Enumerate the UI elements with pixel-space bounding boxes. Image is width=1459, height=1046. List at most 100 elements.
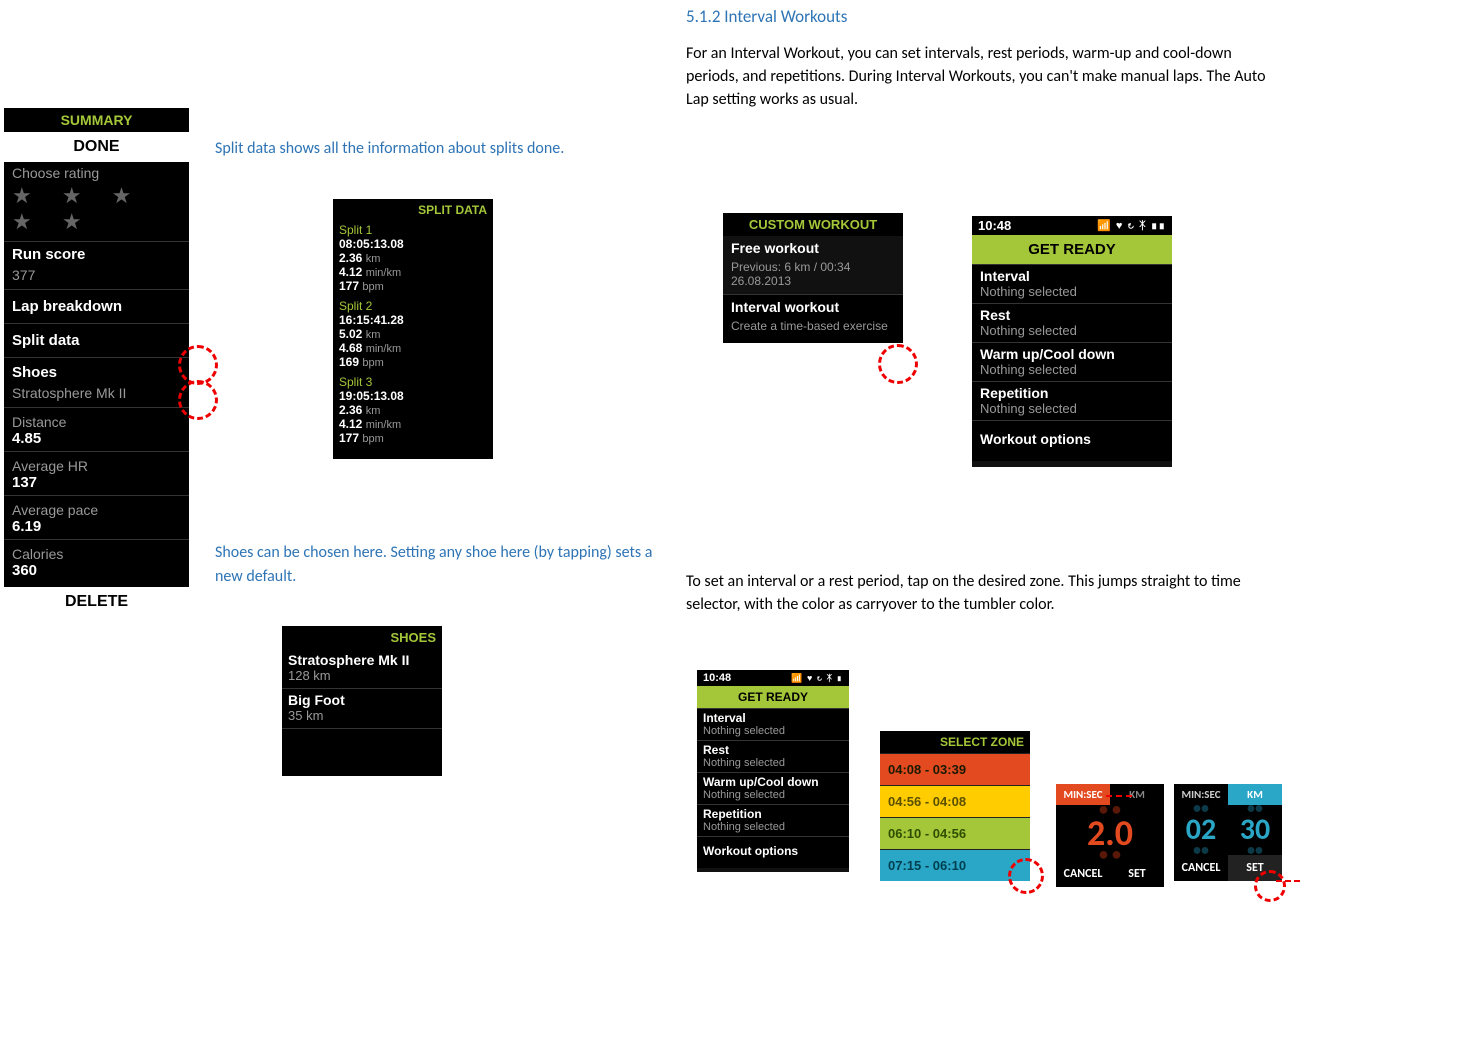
caption-shoes: Shoes can be chosen here. Setting any sh… xyxy=(215,541,665,589)
highlight-circle xyxy=(178,345,218,385)
lap-breakdown[interactable]: Lap breakdown xyxy=(4,290,189,323)
run-score-value: 377 xyxy=(4,267,189,289)
option-row[interactable]: Warm up/Cool downNothing selected xyxy=(972,342,1172,381)
cancel-button[interactable]: CANCEL xyxy=(1174,855,1228,881)
highlight-circle xyxy=(878,344,918,384)
free-workout-title[interactable]: Free workout xyxy=(723,236,903,260)
highlight-dash xyxy=(1106,795,1132,797)
shoes-value[interactable]: Stratosphere Mk II xyxy=(4,385,189,407)
shoes-phone: SHOES Stratosphere Mk II128 kmBig Foot35… xyxy=(282,626,442,776)
interval-workout-title[interactable]: Interval workout xyxy=(723,295,903,319)
getready-title: GET READY xyxy=(972,235,1172,264)
tumbler-km: MIN:SEC KM •• •• 02 30 •• •• CANCEL SET xyxy=(1174,784,1282,881)
split-block[interactable]: Split 216:15:41.285.02 km4.68 min/km169 … xyxy=(333,297,493,373)
highlight-dash xyxy=(1276,880,1300,882)
avg-hr-label: Average HR xyxy=(4,452,189,474)
split-hr: 177 bpm xyxy=(333,431,493,449)
option-label: Warm up/Cool down xyxy=(972,343,1172,362)
calories-label: Calories xyxy=(4,540,189,562)
cancel-button[interactable]: CANCEL xyxy=(1056,861,1110,887)
avg-hr-value: 137 xyxy=(4,474,189,495)
getready-large-phone: 10:48 📶 ♥ ↻ ᛡ ▮▮ GET READY IntervalNothi… xyxy=(972,216,1172,467)
option-label: Interval xyxy=(697,709,849,725)
workout-options[interactable]: Workout options xyxy=(697,837,849,868)
split-pace: 4.12 min/km xyxy=(333,417,493,431)
shoe-item[interactable]: Big Foot35 km xyxy=(282,689,442,729)
highlight-circle xyxy=(1254,870,1286,902)
shoe-name: Big Foot xyxy=(282,689,442,708)
zone-row[interactable]: 04:56 - 04:08 xyxy=(880,785,1030,817)
shoe-item[interactable]: Stratosphere Mk II128 km xyxy=(282,649,442,689)
option-row[interactable]: RepetitionNothing selected xyxy=(697,804,849,836)
split-distance: 5.02 km xyxy=(333,327,493,341)
custom-workout-header: CUSTOM WORKOUT xyxy=(723,213,903,236)
run-score-label: Run score xyxy=(4,242,189,267)
getready-title: GET READY xyxy=(697,686,849,708)
option-value: Nothing selected xyxy=(697,725,849,740)
caption-split: Split data shows all the information abo… xyxy=(215,137,665,161)
avg-pace-label: Average pace xyxy=(4,496,189,518)
split-time: 08:05:13.08 xyxy=(333,237,493,251)
shoes-header: SHOES xyxy=(282,626,442,649)
option-value: Nothing selected xyxy=(697,821,849,836)
status-time: 10:48 xyxy=(703,672,731,684)
option-row[interactable]: IntervalNothing selected xyxy=(697,708,849,740)
option-value: Nothing selected xyxy=(697,757,849,772)
option-value: Nothing selected xyxy=(972,401,1172,420)
distance-value: 4.85 xyxy=(4,430,189,451)
split-name: Split 3 xyxy=(333,373,493,389)
workout-options[interactable]: Workout options xyxy=(972,421,1172,461)
set-button[interactable]: SET xyxy=(1110,861,1164,887)
status-icons: 📶 ♥ ↻ ᛡ ▮ xyxy=(791,673,843,684)
avg-pace-value: 6.19 xyxy=(4,518,189,539)
summary-header: SUMMARY xyxy=(4,108,189,132)
split-time: 19:05:13.08 xyxy=(333,389,493,403)
getready-small-phone: 10:48 📶 ♥ ↻ ᛡ ▮ GET READY IntervalNothin… xyxy=(697,670,849,872)
splitdata-header: SPLIT DATA xyxy=(333,199,493,221)
splitdata-phone: SPLIT DATA Split 108:05:13.082.36 km4.12… xyxy=(333,199,493,459)
free-workout-date: 26.08.2013 xyxy=(723,274,903,294)
distance-label: Distance xyxy=(4,408,189,430)
done-button[interactable]: DONE xyxy=(4,132,189,162)
split-block[interactable]: Split 108:05:13.082.36 km4.12 min/km177 … xyxy=(333,221,493,297)
tumbler-minsec: MIN:SEC KM • • 2.0 • • CANCEL SET xyxy=(1056,784,1164,887)
split-hr: 177 bpm xyxy=(333,279,493,297)
option-row[interactable]: RestNothing selected xyxy=(697,740,849,772)
intro-paragraph: For an Interval Workout, you can set int… xyxy=(686,42,1286,112)
option-row[interactable]: IntervalNothing selected xyxy=(972,264,1172,303)
calories-value: 360 xyxy=(4,562,189,583)
option-label: Interval xyxy=(972,265,1172,284)
status-bar: 10:48 📶 ♥ ↻ ᛡ ▮▮ xyxy=(972,216,1172,235)
split-block[interactable]: Split 319:05:13.082.36 km4.12 min/km177 … xyxy=(333,373,493,449)
summary-phone: SUMMARY DONE Choose rating ★ ★ ★ ★ ★ Run… xyxy=(4,108,189,617)
split-data-row[interactable]: Split data xyxy=(4,324,189,357)
option-label: Warm up/Cool down xyxy=(697,773,849,789)
split-name: Split 1 xyxy=(333,221,493,237)
zone-row[interactable]: 06:10 - 04:56 xyxy=(880,817,1030,849)
rating-stars[interactable]: ★ ★ ★ ★ ★ xyxy=(4,181,189,241)
option-value: Nothing selected xyxy=(972,323,1172,342)
interval-workout-sub: Create a time-based exercise xyxy=(723,319,903,343)
choose-rating-label: Choose rating xyxy=(4,162,189,181)
option-label: Repetition xyxy=(972,382,1172,401)
free-workout-prev: Previous: 6 km / 00:34 xyxy=(723,260,903,274)
section-heading: 5.1.2 Interval Workouts xyxy=(686,6,847,27)
delete-button[interactable]: DELETE xyxy=(4,587,189,617)
shoe-km: 128 km xyxy=(282,668,442,688)
selectzone-header: SELECT ZONE xyxy=(880,731,1030,753)
status-bar: 10:48 📶 ♥ ↻ ᛡ ▮ xyxy=(697,670,849,686)
split-distance: 2.36 km xyxy=(333,251,493,265)
option-row[interactable]: Warm up/Cool downNothing selected xyxy=(697,772,849,804)
split-distance: 2.36 km xyxy=(333,403,493,417)
option-value: Nothing selected xyxy=(697,789,849,804)
shoes-label: Shoes xyxy=(4,358,189,385)
caption-zone: To set an interval or a rest period, tap… xyxy=(686,570,1296,616)
split-hr: 169 bpm xyxy=(333,355,493,373)
zone-row[interactable]: 04:08 - 03:39 xyxy=(880,753,1030,785)
highlight-circle xyxy=(178,380,218,420)
split-time: 16:15:41.28 xyxy=(333,313,493,327)
option-row[interactable]: RepetitionNothing selected xyxy=(972,381,1172,420)
split-pace: 4.68 min/km xyxy=(333,341,493,355)
option-row[interactable]: RestNothing selected xyxy=(972,303,1172,342)
shoe-name: Stratosphere Mk II xyxy=(282,649,442,668)
